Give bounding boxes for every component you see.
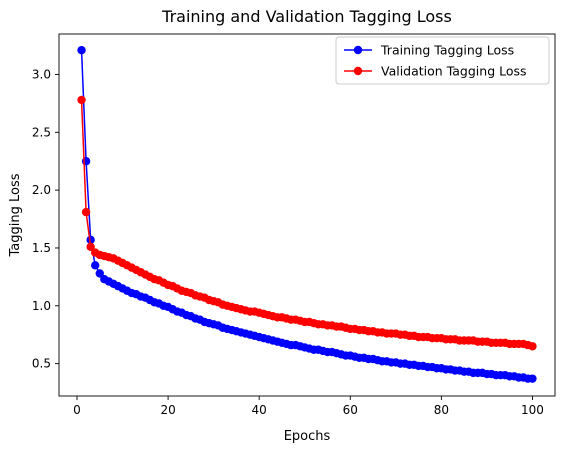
- data-point: [528, 374, 537, 383]
- legend-marker: [353, 45, 363, 55]
- legend-label: Validation Tagging Loss: [381, 64, 527, 79]
- data-point: [86, 235, 95, 245]
- y-tick-label: 1.0: [32, 299, 51, 313]
- y-axis-label: Tagging Loss: [8, 173, 23, 257]
- series-validation: [77, 95, 537, 351]
- y-tick-label: 2.0: [32, 183, 51, 197]
- x-tick-label: 80: [434, 403, 449, 417]
- y-tick-label: 3.0: [32, 67, 51, 81]
- x-tick-label: 20: [160, 403, 175, 417]
- legend-marker: [353, 66, 363, 76]
- legend-box: [335, 36, 550, 85]
- y-tick-label: 1.5: [32, 241, 51, 255]
- data-point: [77, 45, 86, 55]
- x-tick-label: 0: [73, 403, 81, 417]
- data-point: [86, 242, 95, 252]
- x-tick-label: 40: [252, 403, 267, 417]
- chart-title: Training and Validation Tagging Loss: [161, 7, 452, 26]
- data-point: [81, 157, 91, 166]
- legend-label: Training Tagging Loss: [380, 43, 514, 58]
- data-point: [91, 261, 100, 270]
- x-tick-label: 60: [343, 403, 358, 417]
- plot-area: 0 20 40 60 80 100 0.5 1.0 1.5 2.0 2.5 3.0: [32, 33, 556, 417]
- x-tick-label: 100: [521, 403, 544, 417]
- series-training: [77, 45, 537, 383]
- data-point: [81, 207, 91, 217]
- legend: Training Tagging Loss Validation Tagging …: [335, 36, 550, 85]
- axes-frame: [58, 33, 556, 397]
- data-point: [528, 342, 537, 351]
- y-tick-label: 2.5: [32, 125, 51, 139]
- y-tick-label: 0.5: [32, 357, 51, 371]
- x-axis-label: Epochs: [284, 429, 331, 444]
- data-point: [77, 95, 86, 105]
- data-point: [95, 269, 104, 278]
